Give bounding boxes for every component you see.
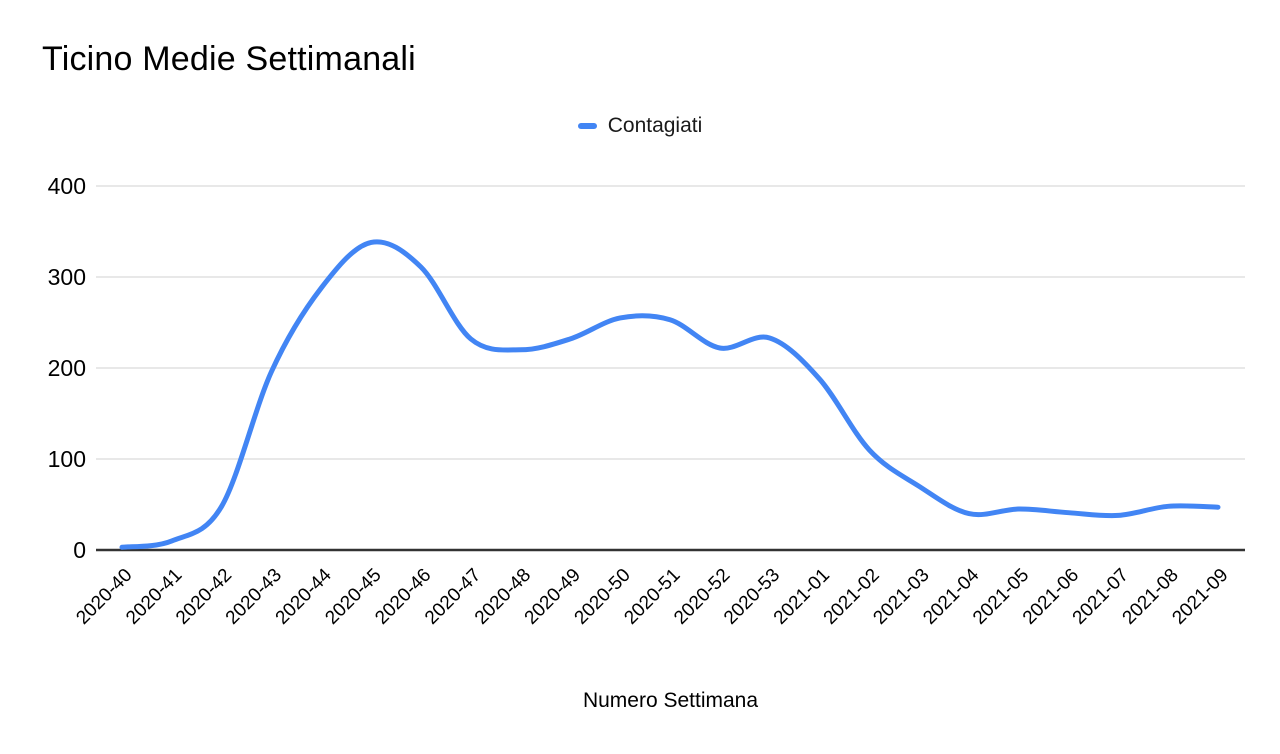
- y-tick-label: 0: [73, 537, 86, 563]
- chart-title: Ticino Medie Settimanali: [42, 40, 416, 78]
- legend-label-contagiati: Contagiati: [607, 114, 703, 137]
- y-tick-label: 100: [48, 446, 86, 472]
- y-tick-label: 300: [48, 264, 86, 290]
- x-axis-title: Numero Settimana: [583, 689, 758, 712]
- legend-swatch-contagiati: [577, 123, 597, 129]
- x-tick-label: 2021-09: [1168, 565, 1232, 629]
- y-tick-label: 200: [48, 355, 86, 381]
- y-tick-label: 400: [48, 173, 86, 199]
- series-line-contagiati: [119, 239, 1221, 550]
- legend[interactable]: Contagiati: [0, 114, 1280, 138]
